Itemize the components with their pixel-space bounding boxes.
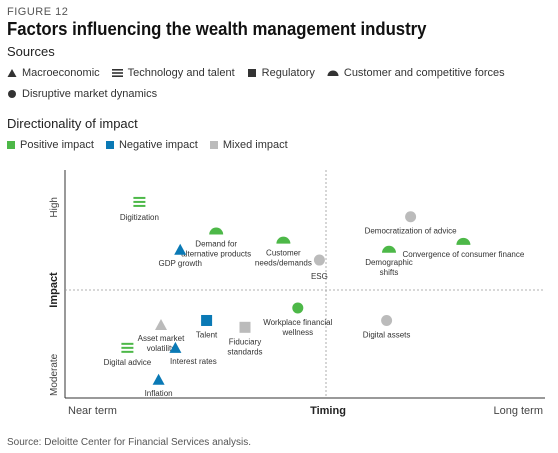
x-low-label: Near term xyxy=(68,405,117,417)
legend-item-customer: Customer and competitive forces xyxy=(327,67,505,79)
mixed-swatch xyxy=(209,141,218,149)
point-marker-workplace-financial-wellness xyxy=(292,302,304,314)
legend-item-technology: Technology and talent xyxy=(111,67,235,79)
point-marker-demographic-shifts xyxy=(382,245,396,253)
y-high-label: High xyxy=(49,197,60,218)
directionality-heading: Directionality of impact xyxy=(7,116,138,131)
point-label-asset-market-volatility: Asset market volatility xyxy=(138,334,185,353)
legend-label: Positive impact xyxy=(20,139,94,151)
point-marker-interest-rates xyxy=(169,341,182,353)
point-label-interest-rates: Interest rates xyxy=(170,357,217,366)
legend-label: Mixed impact xyxy=(222,139,288,151)
legend-item-disruptive: Disruptive market dynamics xyxy=(7,88,157,100)
legend-item-macroeconomic: Macroeconomic xyxy=(7,67,100,79)
point-marker-digital-assets xyxy=(381,314,393,326)
point-label-digital-advice: Digital advice xyxy=(104,358,152,367)
semicircle-icon xyxy=(327,70,339,76)
positive-swatch xyxy=(7,141,15,149)
point-label-inflation: Inflation xyxy=(145,389,173,398)
point-label-convergence-of-consumer-finance: Convergence of consumer finance xyxy=(402,250,524,259)
point-marker-digital-advice xyxy=(121,342,134,353)
figure-label: FIGURE 12 xyxy=(7,6,69,18)
point-marker-gdp-growth xyxy=(174,243,187,255)
square-icon xyxy=(247,69,256,77)
point-label-workplace-financial-wellness: Workplace financial wellness xyxy=(263,318,332,337)
sources-legend-row-1: Macroeconomic Technology and talent Regu… xyxy=(7,67,517,79)
point-marker-esg xyxy=(313,254,325,266)
point-label-digitization: Digitization xyxy=(120,213,159,222)
legend-label: Disruptive market dynamics xyxy=(22,88,158,100)
point-label-gdp-growth: GDP growth xyxy=(158,259,201,268)
sources-heading: Sources xyxy=(7,44,55,59)
point-label-fiduciary-standards: Fiduciary standards xyxy=(227,337,262,356)
point-label-demographic-shifts: Demographic shifts xyxy=(365,258,413,277)
point-marker-digitization xyxy=(133,196,146,207)
point-label-democratization-of-advice: Democratization of advice xyxy=(365,227,458,236)
point-marker-democratization-of-advice xyxy=(405,211,417,223)
point-label-talent: Talent xyxy=(196,330,218,339)
legend-label: Negative impact xyxy=(118,139,198,151)
point-marker-talent xyxy=(201,314,213,326)
x-axis-title: Timing xyxy=(310,405,346,417)
point-label-esg: ESG xyxy=(311,272,328,281)
x-high-label: Long term xyxy=(493,405,543,417)
point-marker-asset-market-volatility xyxy=(155,319,167,331)
point-marker-convergence-of-consumer-finance xyxy=(456,237,471,245)
legend-item-regulatory: Regulatory xyxy=(247,67,315,79)
source-footer: Source: Deloitte Center for Financial Se… xyxy=(7,437,251,448)
legend-item-positive: Positive impact xyxy=(7,139,94,151)
point-label-customer-needs-demands: Customer needs/demands xyxy=(255,249,312,268)
circle-icon xyxy=(8,90,16,98)
point-marker-demand-for-alternative-products xyxy=(209,227,224,235)
legend-label: Macroeconomic xyxy=(22,67,100,79)
legend-item-mixed: Mixed impact xyxy=(209,139,288,151)
chart-title: Factors influencing the wealth managemen… xyxy=(7,19,427,39)
triangle-icon xyxy=(7,69,17,77)
lines-icon xyxy=(111,69,123,77)
negative-swatch xyxy=(105,141,114,149)
point-label-digital-assets: Digital assets xyxy=(363,330,411,339)
legend-label: Technology and talent xyxy=(127,67,235,79)
legend-item-negative: Negative impact xyxy=(105,139,198,151)
y-axis-title: Impact xyxy=(48,272,60,308)
sources-legend-row-2: Disruptive market dynamics xyxy=(7,88,169,100)
point-label-demand-for-alternative-products: Demand for alternative products xyxy=(181,240,251,259)
impact-legend: Positive impact Negative impact Mixed im… xyxy=(7,139,300,151)
y-low-label: Moderate xyxy=(49,353,60,396)
legend-label: Regulatory xyxy=(261,67,315,79)
point-marker-customer-needs-demands xyxy=(276,236,291,244)
legend-label: Customer and competitive forces xyxy=(343,67,505,79)
point-marker-fiduciary-standards xyxy=(239,321,251,333)
point-marker-inflation xyxy=(152,373,165,385)
